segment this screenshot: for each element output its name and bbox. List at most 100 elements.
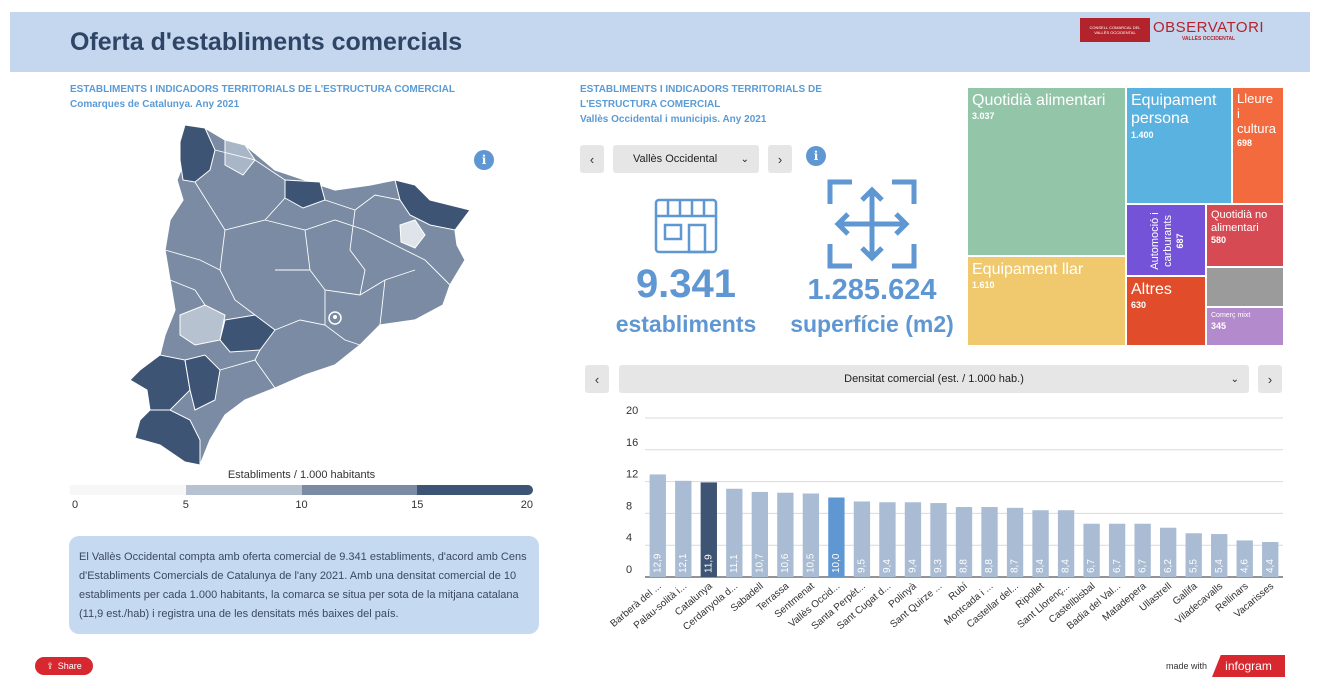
area-prev-button[interactable]: ‹ [580,145,604,173]
y-tick-label: 16 [626,437,638,449]
map-legend-ticks: 0 5 10 15 20 [70,499,533,513]
bar[interactable] [930,503,947,577]
bar-data-label: 10,6 [780,553,791,573]
y-tick-label: 4 [626,532,632,544]
bar-data-label: 12,1 [678,553,689,573]
bar-data-label: 9,4 [908,559,919,573]
bar-data-label: 8,4 [1035,559,1046,573]
bar-data-label: 11,9 [703,554,714,573]
bar[interactable] [726,488,743,577]
bar[interactable] [879,502,896,577]
bar[interactable] [1262,542,1279,577]
logo-badge: CONSELL COMARCAL DEL VALLÈS OCCIDENTAL [1080,18,1150,42]
map-region-dark-middle [184,354,221,411]
made-with-text: made with [1166,661,1208,671]
treemap-cell[interactable]: Automoció i carburants 687 [1126,204,1206,276]
kpi-info-icon[interactable]: i [806,146,826,166]
bar[interactable] [1211,534,1228,577]
bar[interactable] [1159,527,1177,577]
bar[interactable] [1057,510,1075,577]
legend-band-1 [185,485,302,495]
legend-tick: 10 [295,499,308,511]
bar[interactable] [649,474,666,577]
bar-data-label: 10,0 [831,553,842,573]
share-label: Share [57,661,82,671]
chevron-down-icon: ⌄ [740,153,749,165]
bar-data-label: 4,6 [1239,559,1250,573]
bar-data-label: 4,4 [1265,559,1276,573]
treemap-cell[interactable]: Quotidià no alimentari 580 [1206,204,1284,267]
treemap-cell[interactable]: Quotidià alimentari 3.037 [967,87,1126,256]
share-button[interactable]: ⇪ Share [35,657,93,675]
area-next-button[interactable]: › [768,145,792,173]
bar[interactable] [777,492,794,577]
indicator-select[interactable]: Densitat comercial (est. / 1.000 hab.) ⌄ [619,365,1249,393]
bar-data-label: 5,5 [1188,559,1199,573]
indicator-prev-button[interactable]: ‹ [585,365,609,393]
bar-data-label: 6,7 [1086,559,1097,573]
kpi-section-title: ESTABLIMENTS I INDICADORS TERRITORIALS D… [580,82,960,127]
bar[interactable] [1108,523,1126,577]
bar-data-label: 10,7 [754,553,765,573]
legend-band-0 [70,485,186,495]
bar-data-label: 10,5 [806,553,817,573]
legend-tick: 20 [520,499,533,511]
establishments-label: establiments [615,311,757,337]
map-info-icon[interactable]: i [474,150,494,170]
bar[interactable] [1032,510,1049,577]
map-section-title: ESTABLIMENTS I INDICADORS TERRITORIALS D… [70,82,550,112]
y-tick-label: 0 [626,564,632,576]
treemap-cell[interactable]: Comerç mixt 345 [1206,307,1284,346]
logo-main-text: OBSERVATORI [1153,18,1265,36]
bar-data-label: 12,9 [652,553,663,573]
bar[interactable] [700,482,717,577]
bar[interactable] [1134,523,1151,577]
bar-data-label: 9,4 [882,559,893,573]
map-title-line2: Comarques de Catalunya. Any 2021 [70,99,240,110]
bar[interactable] [981,507,998,577]
treemap-cell[interactable]: Equipament llar 1.610 [967,256,1126,346]
bar[interactable] [828,497,845,578]
surface-label: superfície (m2) [790,311,954,337]
infogram-logo[interactable]: infogram [1212,655,1285,677]
bar[interactable] [1083,523,1100,577]
area-select-value: Vallès Occidental [633,153,718,165]
bar-data-label: 11,1 [729,554,740,573]
map-legend-bar [70,485,533,495]
catalonia-map[interactable] [125,120,475,470]
expand-arrows-icon [827,179,917,269]
bar[interactable] [1185,533,1202,577]
summary-box: El Vallès Occidental compta amb oferta c… [69,536,539,634]
bar[interactable] [802,493,820,577]
map-region-white [399,219,426,249]
bar[interactable] [955,507,973,577]
bar[interactable] [751,491,769,577]
chevron-down-icon: ⌄ [1230,373,1239,385]
bar[interactable] [904,502,922,577]
treemap-cell[interactable]: Altres 630 [1126,276,1206,346]
bar[interactable] [1236,540,1253,577]
map-inner-borders [164,149,451,389]
bar-data-label: 8,8 [959,559,970,573]
kpi-title-line1: ESTABLIMENTS I INDICADORS TERRITORIALS D… [580,84,822,95]
bar[interactable] [853,501,871,577]
observatori-logo: CONSELL COMARCAL DEL VALLÈS OCCIDENTAL O… [1080,18,1264,42]
map-title-line1: ESTABLIMENTS I INDICADORS TERRITORIALS D… [70,84,455,95]
y-tick-label: 8 [626,500,632,512]
treemap-cell[interactable] [1206,267,1284,307]
bar[interactable] [1006,507,1024,577]
share-icon: ⇪ [46,660,54,671]
treemap-cell[interactable]: Equipament persona 1.400 [1126,87,1232,204]
legend-tick: 5 [182,499,189,511]
map-outline [129,124,472,466]
bar[interactable] [675,480,692,577]
treemap-cell[interactable]: Lleure i cultura 698 [1232,87,1284,204]
legend-tick: 15 [411,499,424,511]
bar-data-label: 9,5 [857,559,868,573]
bar-data-label: 8,7 [1010,559,1021,573]
store-icon [654,198,718,254]
area-select[interactable]: Vallès Occidental ⌄ [613,145,759,173]
indicator-next-button[interactable]: › [1258,365,1282,393]
